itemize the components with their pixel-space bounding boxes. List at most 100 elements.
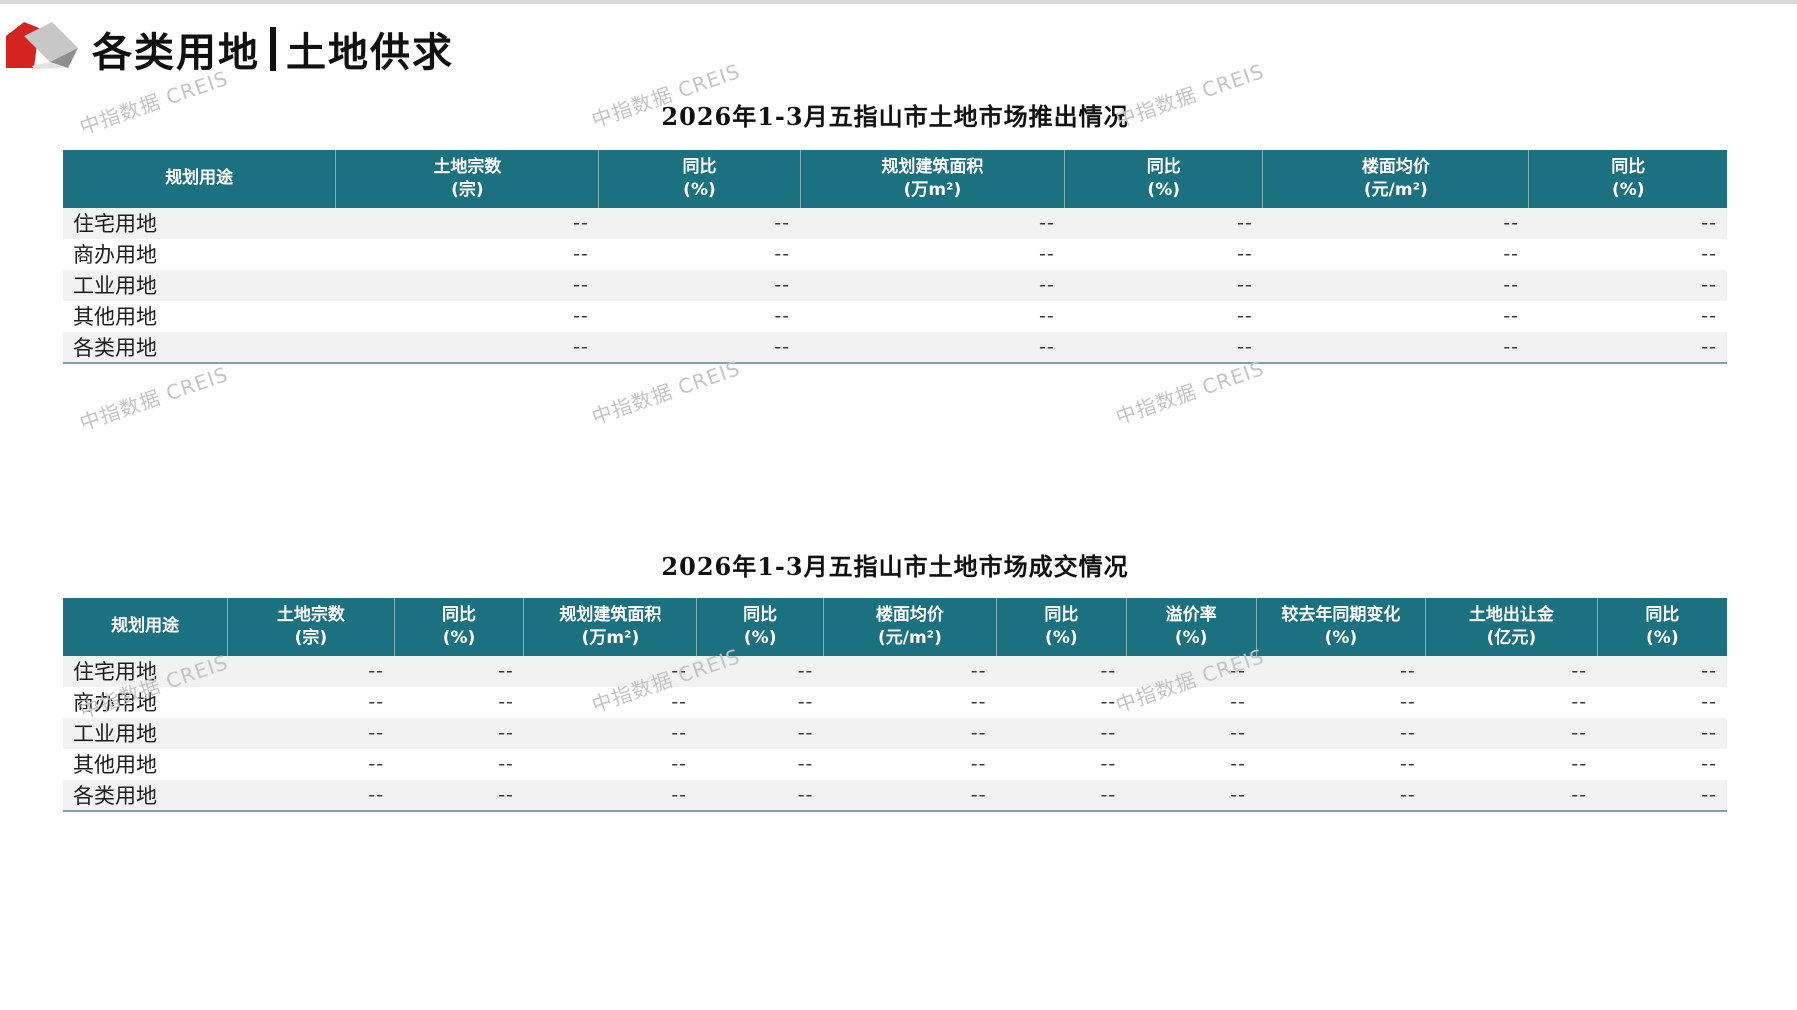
column-header: 同比 (%) — [1596, 598, 1727, 656]
cell-value: -- — [774, 243, 791, 266]
cell-value: -- — [1038, 212, 1055, 235]
column-header-unit: (宗) — [294, 627, 328, 648]
page-title-right: 土地供求 — [286, 29, 454, 76]
column-header-unit: (亿元) — [1486, 627, 1537, 648]
deal-table-title: 2026年1-3月五指山市土地市场成交情况 — [661, 552, 1129, 581]
creis-logo-icon — [6, 22, 78, 69]
cell-value: -- — [1126, 779, 1257, 812]
column-header-unit: (%) — [442, 627, 476, 648]
row-label: 其他用地 — [73, 753, 157, 778]
cell-value: -- — [368, 691, 385, 714]
column-header-unit: (%) — [683, 179, 716, 200]
supply-table: 规划用途 土地宗数 (宗) 同比 (%) 规划建筑面积 (万m²) 同比 (%) 楼面均… — [63, 150, 1727, 364]
cell-value: -- — [970, 691, 987, 714]
column-header: 同比 (%) — [696, 598, 824, 656]
column-header: 同比 (%) — [1064, 150, 1263, 208]
column-header: 同比 (%) — [598, 150, 801, 208]
deal-header-row: 规划用途 土地宗数 (宗) 同比 (%) 规划建筑面积 (万m²) 同比 (%) 楼面均… — [63, 598, 1727, 656]
deal-table: 规划用途 土地宗数 (宗) 同比 (%) 规划建筑面积 (万m²) 同比 (%) 楼面均… — [63, 598, 1727, 812]
cell-value: -- — [996, 779, 1127, 812]
column-header: 规划用途 — [63, 150, 336, 208]
row-label: 商办用地 — [73, 243, 157, 268]
column-header-name: 楼面均价 — [875, 605, 944, 625]
cell-value: -- — [797, 660, 814, 683]
cell-value: -- — [523, 779, 697, 812]
cell-value: -- — [1528, 331, 1727, 364]
cell-value: -- — [368, 722, 385, 745]
column-header: 规划建筑面积 (万m²) — [799, 150, 1065, 208]
row-label: 工业用地 — [73, 274, 157, 299]
cell-value: -- — [1571, 691, 1588, 714]
column-header-unit: (宗) — [451, 179, 484, 200]
cell-value: -- — [1503, 212, 1519, 235]
cell-value: -- — [1256, 779, 1426, 812]
column-header: 规划用途 — [63, 598, 228, 656]
column-header-name: 同比 — [682, 157, 717, 177]
table-row: 住宅用地 -- -- -- -- -- -- -- -- -- -- — [63, 655, 1727, 687]
cell-value: -- — [1038, 243, 1055, 266]
cell-value: -- — [1230, 753, 1247, 776]
cell-value: -- — [1400, 660, 1416, 683]
column-header-unit: (元/m²) — [1363, 179, 1428, 200]
cell-value: -- — [1701, 305, 1717, 328]
column-header-name: 同比 — [743, 605, 778, 625]
column-header-name: 同比 — [442, 605, 477, 625]
cell-value: -- — [774, 212, 791, 235]
row-label: 其他用地 — [73, 305, 157, 330]
column-header: 同比 (%) — [1528, 150, 1727, 208]
cell-value: -- — [1701, 722, 1717, 745]
column-header: 同比 (%) — [393, 598, 524, 656]
cell-value: -- — [696, 779, 824, 812]
cell-value: -- — [498, 691, 514, 714]
cell-value: -- — [970, 660, 987, 683]
cell-value: -- — [1503, 305, 1519, 328]
row-label: 各类用地 — [63, 331, 336, 364]
top-divider-bar — [0, 0, 1797, 4]
cell-value: -- — [823, 779, 997, 812]
cell-value: -- — [368, 753, 385, 776]
cell-value: -- — [1400, 722, 1416, 745]
cell-value: -- — [498, 753, 514, 776]
watermark: 中指数据 CREIS — [588, 355, 744, 430]
cell-value: -- — [1064, 331, 1263, 364]
cell-value: -- — [1237, 212, 1253, 235]
column-header-unit: (%) — [1646, 627, 1679, 648]
cell-value: -- — [1701, 212, 1717, 235]
cell-value: -- — [800, 331, 1065, 364]
column-header-name: 同比 — [1146, 157, 1181, 177]
column-header-name: 规划用途 — [165, 168, 234, 189]
page-title-left: 各类用地 — [92, 29, 260, 76]
cell-value: -- — [573, 305, 589, 328]
cell-value: -- — [227, 779, 395, 812]
column-header: 土地宗数 (宗) — [335, 150, 599, 208]
cell-value: -- — [774, 274, 791, 297]
column-header-name: 规划建筑面积 — [881, 157, 984, 177]
column-header: 土地宗数 (宗) — [227, 598, 395, 656]
cell-value: -- — [1425, 779, 1598, 812]
cell-value: -- — [1400, 691, 1416, 714]
title-divider — [270, 27, 276, 71]
cell-value: -- — [498, 660, 514, 683]
cell-value: -- — [1100, 753, 1117, 776]
table-row: 商办用地 -- -- -- -- -- -- — [63, 238, 1727, 270]
cell-value: -- — [1400, 753, 1416, 776]
cell-value: -- — [1100, 722, 1117, 745]
cell-value: -- — [1262, 331, 1529, 364]
table-row: 工业用地 -- -- -- -- -- -- — [63, 269, 1727, 301]
cell-value: -- — [1100, 660, 1117, 683]
cell-value: -- — [1571, 660, 1588, 683]
cell-value: -- — [1571, 722, 1588, 745]
cell-value: -- — [970, 722, 987, 745]
column-header-name: 规划建筑面积 — [559, 605, 662, 625]
cell-value: -- — [498, 722, 514, 745]
cell-value: -- — [1230, 722, 1247, 745]
table-row: 工业用地 -- -- -- -- -- -- -- -- -- -- — [63, 717, 1727, 749]
watermark: 中指数据 CREIS — [76, 361, 232, 436]
row-label: 商办用地 — [73, 691, 157, 716]
cell-value: -- — [335, 331, 599, 364]
cell-value: -- — [394, 779, 524, 812]
cell-value: -- — [671, 722, 687, 745]
row-label: 住宅用地 — [73, 212, 157, 237]
column-header-unit: (%) — [1174, 627, 1208, 648]
column-header-unit: (%) — [743, 627, 777, 648]
